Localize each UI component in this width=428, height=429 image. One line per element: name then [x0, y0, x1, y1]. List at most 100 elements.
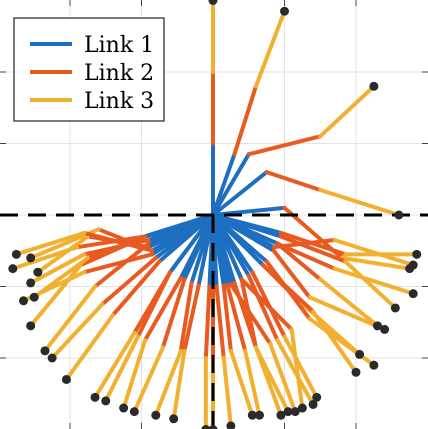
- robot-links: [10, 0, 419, 429]
- end-effector-point-13: [254, 410, 264, 420]
- end-effector-point-19: [129, 407, 139, 417]
- end-effector-point-1: [280, 6, 289, 16]
- link-1-segment-32: [146, 213, 215, 243]
- link-2-segment-14: [221, 283, 233, 353]
- link-3-segment-30: [10, 245, 80, 271]
- end-effector-point-8: [369, 360, 379, 370]
- link-2-segment-26: [82, 252, 155, 275]
- end-effector-point-20: [119, 403, 129, 413]
- end-effector-point-7: [355, 349, 365, 359]
- link-1-segment-39: [189, 213, 215, 285]
- link-1-segment-3: [211, 170, 269, 217]
- link-3-segment-8: [307, 316, 376, 368]
- end-effector-point-12: [276, 410, 286, 420]
- link-3-segment-19: [132, 345, 165, 414]
- end-effector-point-14: [247, 410, 257, 420]
- link-3-segment-23: [50, 302, 105, 360]
- end-effector-point-32: [26, 278, 36, 288]
- link-2-segment-24: [93, 241, 151, 289]
- link-2-segment-9: [246, 273, 280, 343]
- end-effector-point-33: [390, 303, 400, 313]
- end-effector-point-9: [308, 399, 318, 409]
- end-effector-point-38: [312, 392, 322, 402]
- link-3-segment-36: [318, 277, 380, 328]
- link-2-segment-20: [143, 275, 183, 343]
- link-2-segment-13: [225, 283, 248, 353]
- link-3-segment-21: [93, 330, 137, 400]
- link-3-segment-41: [268, 341, 298, 414]
- link-2-segment-41: [228, 282, 273, 346]
- link-2-segment-15: [214, 284, 226, 360]
- link-2-segment-2: [246, 134, 323, 157]
- legend: Link 1 Link 2 Link 3: [13, 17, 165, 122]
- end-effector-point-23: [47, 353, 57, 363]
- link-2-segment-37: [261, 263, 316, 314]
- link-1-segment-1: [211, 152, 237, 217]
- end-effector-points: [8, 0, 422, 429]
- link-3-segment-1: [253, 9, 287, 89]
- link-3-segment-28: [35, 234, 90, 275]
- link-1-segment-2: [211, 152, 251, 217]
- end-effector-point-24: [40, 346, 50, 356]
- end-effector-point-39: [151, 410, 161, 420]
- end-effector-point-16: [208, 425, 218, 429]
- link-1-segment-36: [211, 213, 280, 246]
- link-2-segment-32: [82, 238, 151, 257]
- reference-lines: [0, 213, 428, 429]
- link-3-segment-33: [343, 259, 398, 310]
- legend-label-link-2: Link 2: [84, 61, 154, 86]
- link-3-segment-10: [289, 327, 305, 411]
- link-2-segment-39: [178, 280, 194, 353]
- end-effector-point-34: [408, 260, 418, 270]
- end-effector-point-17: [201, 425, 211, 429]
- link-3-segment-13: [243, 348, 262, 418]
- link-1-segment-41: [211, 213, 233, 287]
- link-2-segment-5: [275, 241, 337, 271]
- link-2-segment-38: [250, 270, 287, 339]
- link-3-segment-3: [318, 187, 401, 217]
- link-2-segment-22: [110, 259, 162, 318]
- link-3-segment-9: [275, 338, 316, 407]
- link-2-segment-6: [271, 248, 312, 300]
- link-3-segment-14: [228, 348, 255, 418]
- end-effector-point-31: [11, 249, 21, 259]
- end-effector-point-40: [101, 396, 111, 406]
- end-effector-point-29: [26, 253, 36, 263]
- end-effector-point-37: [351, 367, 361, 377]
- link-3-segment-5: [332, 266, 416, 296]
- end-effector-point-36: [372, 321, 382, 331]
- link-2-segment-18: [182, 283, 201, 353]
- end-effector-point-28: [33, 267, 43, 277]
- end-effector-point-27: [29, 292, 39, 302]
- link-3-segment-37: [311, 309, 358, 375]
- link-1-segment-37: [211, 213, 266, 268]
- link-3-segment-2: [318, 84, 376, 139]
- link-2-segment-34: [271, 238, 337, 250]
- link-2-segment-33: [278, 234, 348, 264]
- link-2-segment-23: [100, 255, 158, 307]
- link-3-segment-27: [32, 255, 90, 300]
- end-effector-point-6: [380, 324, 390, 334]
- end-effector-point-11: [283, 407, 293, 417]
- link-2-segment-1: [232, 84, 258, 157]
- link-2-segment-36: [275, 241, 323, 282]
- legend-label-link-3: Link 3: [84, 89, 154, 114]
- link-2-segment-3: [264, 170, 323, 192]
- link-3-segment-32: [28, 252, 87, 285]
- link-2-segment-17: [203, 284, 212, 360]
- end-effector-point-10: [297, 403, 307, 413]
- link-3-segment-25: [28, 263, 83, 328]
- link-1-segment-38: [211, 213, 255, 275]
- link-2-segment-40: [135, 270, 173, 339]
- link-2-segment-35: [278, 230, 348, 257]
- link-3-segment-20: [121, 338, 148, 411]
- end-effector-point-26: [19, 296, 29, 306]
- end-effector-point-18: [169, 414, 179, 424]
- end-effector-point-35: [412, 249, 422, 259]
- link-1-segment-40: [168, 213, 215, 275]
- link-3-segment-38: [282, 334, 319, 400]
- end-effector-point-22: [61, 374, 71, 384]
- end-effector-point-2: [369, 81, 379, 91]
